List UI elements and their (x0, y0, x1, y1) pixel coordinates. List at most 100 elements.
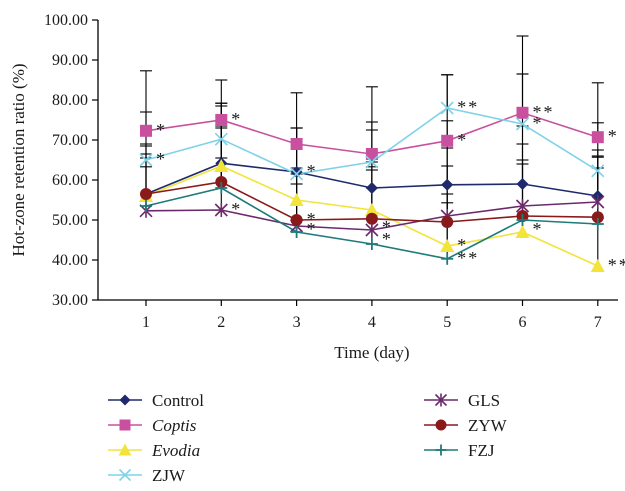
significance-marker: * (231, 199, 242, 219)
significance-marker: * (533, 219, 544, 239)
significance-marker: * (382, 217, 393, 237)
significance-marker: * (156, 149, 167, 169)
data-point-zjw (515, 117, 530, 131)
data-point-fzj (215, 182, 228, 194)
data-point-control (441, 178, 454, 191)
axes: 30.00 40.00 50.00 60.00 70.00 80.00 90.00 100.0… (9, 12, 618, 362)
significance-marker: * (457, 235, 468, 255)
data-point-evodia (590, 259, 605, 272)
data-point-evodia (440, 239, 455, 252)
y-tick-label: 30.00 (52, 292, 88, 309)
y-tick-label: 60.00 (52, 172, 88, 189)
data-point-zjw-stroke (214, 132, 228, 146)
data-point-zjw (365, 155, 379, 169)
significance-marker: ** (457, 97, 479, 117)
y-tick-label: 80.00 (52, 92, 88, 109)
y-tick-label: 70.00 (52, 132, 88, 149)
data-point-zyw (290, 214, 303, 226)
significance-marker: * (457, 130, 468, 150)
data-point-control (516, 178, 529, 190)
data-point-zjw (591, 164, 605, 178)
data-point-fzj (290, 226, 303, 238)
data-point-zjw-stroke (591, 164, 605, 178)
legend-item-gls: GLS (424, 391, 500, 410)
data-point-evodia (364, 203, 379, 216)
data-point-coptis (215, 114, 228, 126)
x-tick-label: 4 (368, 314, 376, 331)
data-point-evodia (289, 193, 304, 206)
legend-label: Evodia (151, 441, 200, 460)
x-axis-title: Time (day) (334, 343, 409, 362)
x-tick-label: 6 (519, 314, 527, 331)
y-axis-title: Hot-zone retention ratio (%) (9, 63, 28, 256)
data-point-coptis (441, 134, 454, 147)
data-point-coptis (365, 148, 378, 160)
data-point-evodia (515, 225, 530, 238)
legend-item-evodia: Evodia (108, 441, 200, 460)
data-point-fzj (441, 252, 454, 265)
legend-swatch-marker (119, 419, 131, 431)
legend-label: Control (152, 391, 204, 410)
data-point-fzj (365, 238, 378, 250)
data-point-zjw (440, 101, 454, 115)
x-tick-label: 5 (443, 314, 451, 331)
legend-label: FZJ (468, 441, 495, 460)
data-point-control (290, 166, 303, 178)
data-point-coptis (290, 138, 303, 150)
data-point-fzj (591, 218, 604, 230)
y-tick-label: 50.00 (52, 212, 88, 229)
legend-item-zyw: ZYW (424, 416, 508, 435)
legend-item-fzj: FZJ (424, 441, 495, 460)
data-point-zyw (441, 216, 454, 228)
data-point-gls (365, 223, 379, 237)
y-tick-label: 90.00 (52, 52, 88, 69)
x-tick-label: 2 (217, 314, 225, 331)
significance-marker: * (382, 229, 393, 249)
significance-annotations: ********************** (156, 97, 625, 275)
legend-swatch-marker-stroke (118, 468, 132, 482)
legend-item-control: Control (108, 391, 204, 410)
significance-marker: * (156, 120, 167, 140)
data-point-fzj (140, 200, 152, 212)
data-point-fzj (516, 214, 529, 226)
data-point-zyw (365, 212, 378, 225)
data-point-gls (214, 203, 228, 217)
significance-marker: * (307, 209, 318, 229)
y-tick-label: 100.00 (44, 12, 88, 29)
legend-swatch-marker (435, 419, 447, 431)
significance-marker: * (307, 161, 318, 181)
legend-item-zjw: ZJW (108, 466, 186, 485)
data-point-zjw-stroke (365, 155, 379, 169)
data-point-zjw-stroke (290, 167, 304, 181)
data-point-coptis (591, 131, 604, 144)
legend-item-coptis: Coptis (108, 416, 197, 435)
legend-swatch-marker (434, 393, 448, 407)
significance-marker: * (608, 126, 619, 146)
x-tick-label: 3 (293, 314, 301, 331)
significance-marker: * (533, 113, 544, 133)
legend-label: ZYW (468, 416, 508, 435)
significance-marker: ** (457, 248, 479, 268)
significance-marker: * (307, 219, 318, 239)
data-point-zyw (140, 188, 152, 200)
legend-swatch-marker (435, 444, 447, 456)
data-point-zyw (591, 211, 604, 224)
x-tick-label: 7 (594, 314, 602, 331)
data-point-control (365, 182, 378, 194)
legend-label: GLS (468, 391, 500, 410)
data-point-zjw-stroke (139, 153, 153, 167)
data-point-zjw (139, 153, 153, 167)
data-point-zjw (290, 167, 304, 181)
data-point-zjw (214, 132, 228, 146)
significance-marker: * (231, 109, 242, 129)
data-point-zjw-stroke (440, 101, 454, 115)
series-markers (139, 101, 605, 272)
significance-marker: ** (533, 102, 555, 122)
y-tick-label: 40.00 (52, 252, 88, 269)
data-point-coptis (140, 124, 152, 137)
legend-swatch-marker (118, 443, 132, 456)
legend-swatch-marker (119, 394, 131, 406)
legend-label: Coptis (152, 416, 197, 435)
data-point-evodia (214, 159, 229, 172)
